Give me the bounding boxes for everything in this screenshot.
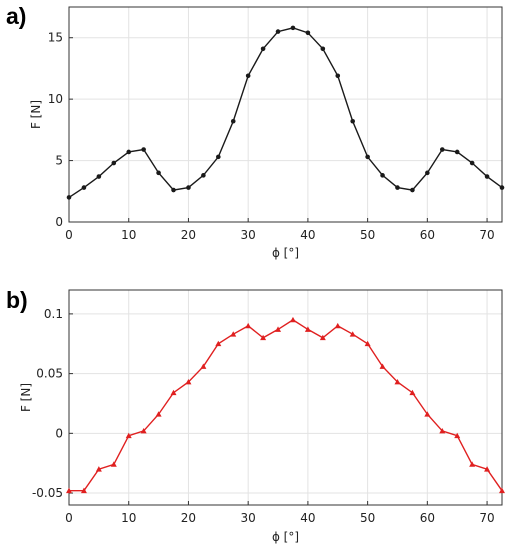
panel-a-data-point — [484, 174, 490, 179]
panel-b-y-tick-label: 0.05 — [36, 367, 63, 381]
panel-b-x-tick-label: 20 — [181, 511, 196, 525]
panel-a-data-point — [290, 25, 296, 31]
panel-a-x-tick-label: 0 — [65, 228, 73, 242]
panel-b-data-point — [170, 389, 177, 396]
panel-b-data-point — [80, 487, 87, 494]
panel-b-data-point — [95, 466, 102, 472]
panel-b-data-point — [260, 334, 267, 341]
panel-a-data-point — [66, 195, 72, 200]
panel-b-y-tick-label: 0 — [55, 426, 63, 440]
panel-a-data-point — [126, 149, 132, 155]
panel-b-data-point — [215, 340, 222, 347]
panel-a-data-point — [469, 160, 475, 166]
panel-b-x-tick-label: 70 — [479, 511, 494, 525]
panel-a-x-axis-label: ϕ [°] — [272, 246, 299, 260]
panel-b-plot-area — [69, 290, 502, 505]
panel-b-y-axis-label: F [N] — [19, 383, 33, 412]
panel-b-data-point — [454, 432, 461, 439]
panel-a-series-line — [68, 27, 503, 199]
panel-b-series-line — [69, 319, 503, 492]
panel-a-data-point — [186, 185, 191, 190]
panel-b-data-point — [379, 363, 386, 369]
panel-a-x-tick-label: 60 — [420, 228, 435, 242]
panel-a-data-point — [275, 29, 281, 34]
panel-a-data-point — [230, 118, 236, 124]
panel-b-data-point — [364, 340, 371, 347]
panel-b-data-point — [140, 427, 147, 434]
panel-b-data-point — [469, 461, 476, 467]
panel-a-data-point — [216, 154, 221, 160]
panel-b-data-point — [439, 427, 446, 434]
panel-b-data-point — [125, 432, 132, 439]
panel-a-data-point — [380, 173, 385, 178]
panel-a-x-tick-label: 30 — [241, 228, 256, 242]
panel-b-data-point — [304, 326, 311, 332]
panel-b-x-tick-label: 30 — [241, 511, 256, 525]
panel-b-x-tick-label: 0 — [65, 511, 73, 525]
panel-b-data-point — [155, 411, 162, 417]
panel-b-data-point — [66, 487, 72, 494]
panel-a-y-tick-label: 5 — [55, 154, 63, 168]
panel-a-x-tick-label: 40 — [300, 228, 315, 242]
panel-a-data-point — [410, 187, 415, 193]
panel-b-data-point — [110, 461, 117, 467]
panel-a-data-point — [81, 185, 87, 190]
panel-b-data-point — [185, 378, 192, 385]
panel-b-x-tick-label: 60 — [420, 511, 435, 525]
panel-a-y-axis-label: F [N] — [29, 100, 43, 129]
panel-a-data-point — [365, 154, 370, 160]
panel-a-data-point — [96, 174, 102, 179]
panel-b-data-point — [245, 322, 252, 329]
panel-b-x-tick-label: 10 — [121, 511, 136, 525]
panel-a-data-point — [111, 160, 117, 166]
panel-a-axes-box — [68, 6, 503, 223]
panel-a-data-point — [439, 147, 445, 152]
panel-b-y-tick-label: -0.05 — [32, 486, 63, 500]
panel-a-data-point — [320, 46, 326, 52]
panel-b-x-axis-label: ϕ [°] — [272, 530, 299, 544]
panel-a-data-point — [141, 147, 146, 152]
panel-b-data-point — [319, 334, 326, 341]
panel-b-data-point — [230, 331, 237, 337]
panel-a-data-point — [499, 185, 505, 190]
panel-b-data-point — [499, 487, 505, 494]
panel-a-y-tick-label: 10 — [48, 92, 63, 106]
panel-a-data-point — [395, 185, 400, 190]
panel-a-x-tick-label: 70 — [479, 228, 494, 242]
panel-b-x-tick-label: 40 — [300, 511, 315, 525]
panel-a-data-point — [260, 46, 266, 52]
panel-a-y-tick-label: 15 — [48, 31, 63, 45]
panel-a-data-point — [171, 187, 176, 193]
panel-a-data-point — [335, 73, 341, 79]
panel-b-data-point — [275, 326, 282, 332]
panel-b-data-point — [334, 322, 341, 329]
panel-b-axes-box — [68, 289, 503, 506]
panel-b-data-point — [394, 378, 401, 385]
panel-a-data-point — [305, 30, 311, 36]
panel-a-y-tick-label: 0 — [55, 215, 63, 229]
panel-b-data-point — [289, 316, 296, 323]
panel-a-data-point — [245, 73, 251, 79]
panel-b-data-point — [484, 466, 491, 472]
panel-b-y-tick-label: 0.1 — [44, 307, 63, 321]
panel-b-data-point — [349, 331, 356, 337]
panel-a-x-tick-label: 20 — [181, 228, 196, 242]
panel-a-data-point — [201, 173, 206, 178]
panel-a-data-point — [350, 118, 355, 124]
panel-a-data-point — [156, 170, 161, 176]
panel-a-x-tick-label: 10 — [121, 228, 136, 242]
panel-b-label: b) — [6, 287, 28, 313]
panel-a-data-point — [425, 170, 430, 176]
panel-b-data-point — [200, 363, 207, 369]
panel-b-data-point — [424, 411, 431, 417]
panel-b-x-tick-label: 50 — [360, 511, 375, 525]
panel-a-data-point — [454, 149, 460, 155]
panel-a-x-tick-label: 50 — [360, 228, 375, 242]
panel-b-data-point — [409, 389, 416, 396]
panel-a-plot-area — [69, 7, 502, 222]
panel-a-label: a) — [6, 3, 27, 29]
